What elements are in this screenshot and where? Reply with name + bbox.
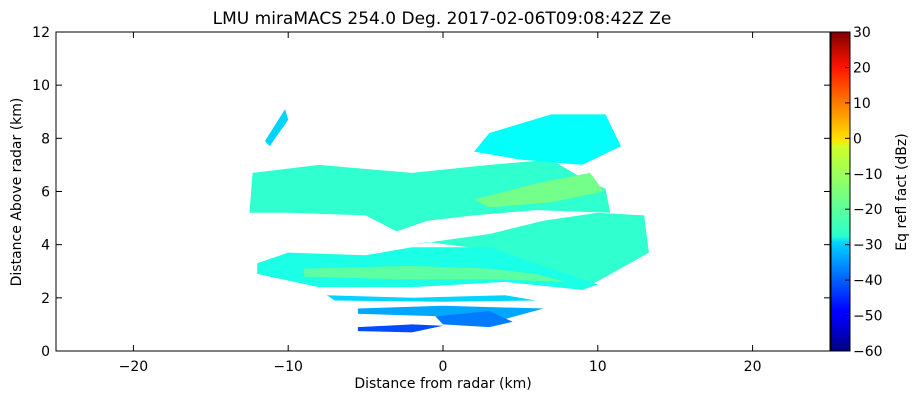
colorbar-tick-label: −60 bbox=[853, 344, 883, 360]
y-tick-label: 4 bbox=[41, 238, 50, 254]
echo-region-mid-right-layer bbox=[412, 212, 649, 290]
chart-title: LMU miraMACS 254.0 Deg. 2017-02-06T09:08… bbox=[213, 9, 672, 29]
echo-region-thin-layer-3 bbox=[435, 311, 513, 328]
colorbar-label: Eq refl fact (dBz) bbox=[894, 133, 910, 250]
echo-region-top-cells bbox=[474, 114, 621, 165]
y-tick-label: 8 bbox=[41, 131, 50, 147]
colorbar-tick-label: 10 bbox=[853, 96, 871, 112]
y-axis-label: Distance Above radar (km) bbox=[9, 98, 25, 287]
x-axis: −20 −10 0 10 20 bbox=[119, 32, 762, 375]
echo-region-upper-layer bbox=[249, 159, 611, 232]
x-tick-label: 10 bbox=[589, 359, 607, 375]
y-tick-label: 0 bbox=[41, 344, 50, 360]
y-tick-label: 6 bbox=[41, 185, 50, 201]
colorbar-tick-label: 0 bbox=[853, 131, 862, 147]
echo-region-lower-core bbox=[303, 265, 567, 282]
x-tick-label: −10 bbox=[273, 359, 303, 375]
colorbar-ticks: −60 −50 −40 −30 −20 −10 0 10 20 30 bbox=[845, 25, 883, 360]
x-axis-label: Distance from radar (km) bbox=[354, 376, 531, 392]
echo-region-upper-core bbox=[474, 172, 604, 208]
x-tick-label: −20 bbox=[119, 359, 149, 375]
colorbar-tick-label: −40 bbox=[853, 273, 883, 289]
colorbar-tick-label: 20 bbox=[853, 60, 871, 76]
echo-field bbox=[249, 109, 649, 333]
x-tick-label: 20 bbox=[744, 359, 762, 375]
colorbar-tick-label: −50 bbox=[853, 309, 883, 325]
echo-region-left-cirrus bbox=[265, 109, 289, 147]
colorbar-tick-label: −20 bbox=[853, 202, 883, 218]
y-axis: 0 2 4 6 8 10 12 bbox=[32, 25, 830, 360]
y-tick-label: 12 bbox=[32, 25, 50, 41]
echo-region-thin-layer-1 bbox=[326, 295, 536, 302]
y-tick-label: 10 bbox=[32, 78, 50, 94]
colorbar-tick-label: −30 bbox=[853, 238, 883, 254]
x-tick-label: 0 bbox=[439, 359, 448, 375]
y-tick-label: 2 bbox=[41, 291, 50, 307]
colorbar-tick-label: 30 bbox=[853, 25, 871, 41]
colorbar-tick-label: −10 bbox=[853, 167, 883, 183]
echo-region-thin-layer-4 bbox=[357, 324, 443, 333]
colorbar bbox=[830, 31, 851, 352]
